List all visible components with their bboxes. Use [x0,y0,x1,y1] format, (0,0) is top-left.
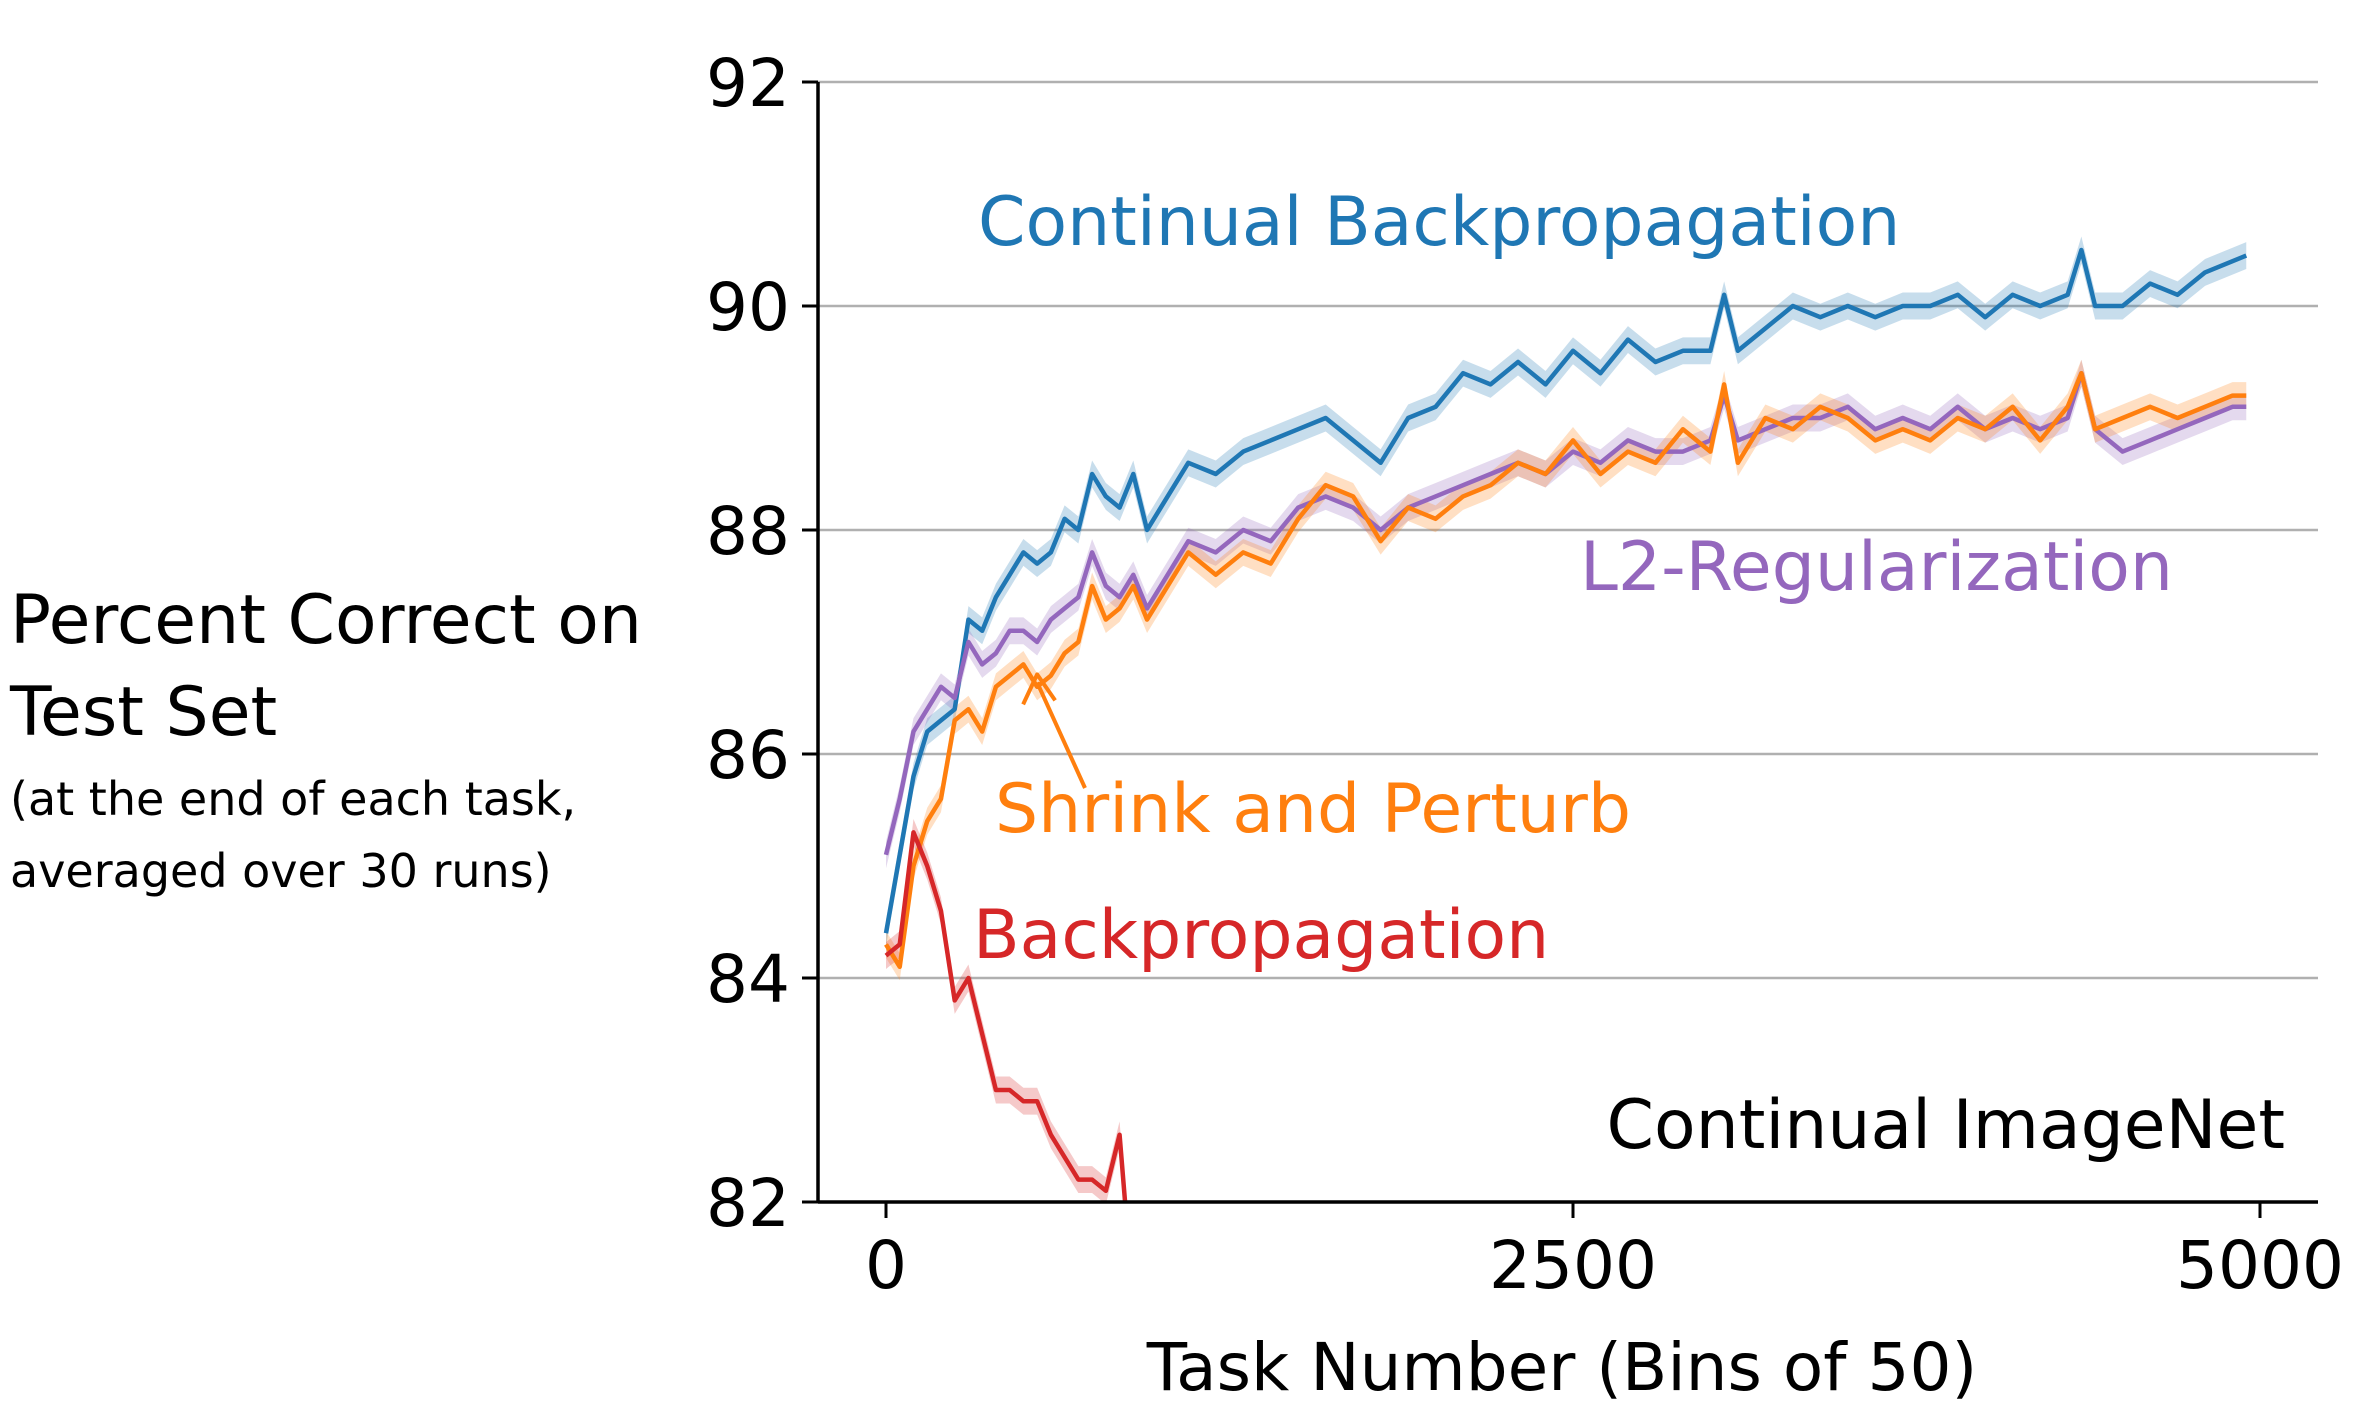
x-tick-label-5000: 5000 [2176,1227,2344,1304]
x-tick-label-2500: 2500 [1489,1227,1657,1304]
y-axis-label-note: (at the end of each task, averaged over … [10,772,577,898]
y-tick-label-84: 84 [706,941,790,1018]
tick-labels: 82 84 86 88 90 92 0 2500 5000 [706,45,2344,1304]
y-tick-label-92: 92 [706,45,790,122]
y-tick-label-82: 82 [706,1165,790,1242]
series-label-shrink-and-perturb: Shrink and Perturb [995,770,1631,849]
y-tick-label-88: 88 [706,493,790,570]
series-lines [883,247,2248,1202]
line-backpropagation [884,830,1128,1202]
y-tick-label-86: 86 [706,717,790,794]
y-axis-label: Percent Correct on Test Set [10,581,642,752]
arrow-shaft [1035,681,1087,789]
axes [802,80,2318,1218]
arrow-head [1021,672,1057,706]
series-label-continual-backpropagation: Continual Backpropagation [978,183,1900,262]
confidence-bands [886,236,2247,1202]
x-axis-label: Task Number (Bins of 50) [1146,1329,1977,1406]
y-axis-label-block: Percent Correct on Test Set (at the end … [10,575,650,907]
series-label-l2-regularization: L2-Regularization [1580,528,2173,607]
line-continual-backpropagation [883,247,2248,934]
series-label-backpropagation: Backpropagation [973,896,1549,975]
chart-title: Continual ImageNet [1607,1086,2285,1165]
shrink-and-perturb-arrow [1021,672,1087,789]
band-shrink-and-perturb [886,359,2247,981]
band-backpropagation [886,818,1126,1202]
band-l2-regularization [886,359,2247,869]
line-shrink-and-perturb [884,370,2247,970]
x-tick-label-0: 0 [865,1227,907,1304]
line-l2-regularization [883,370,2247,856]
y-tick-label-90: 90 [706,269,790,346]
